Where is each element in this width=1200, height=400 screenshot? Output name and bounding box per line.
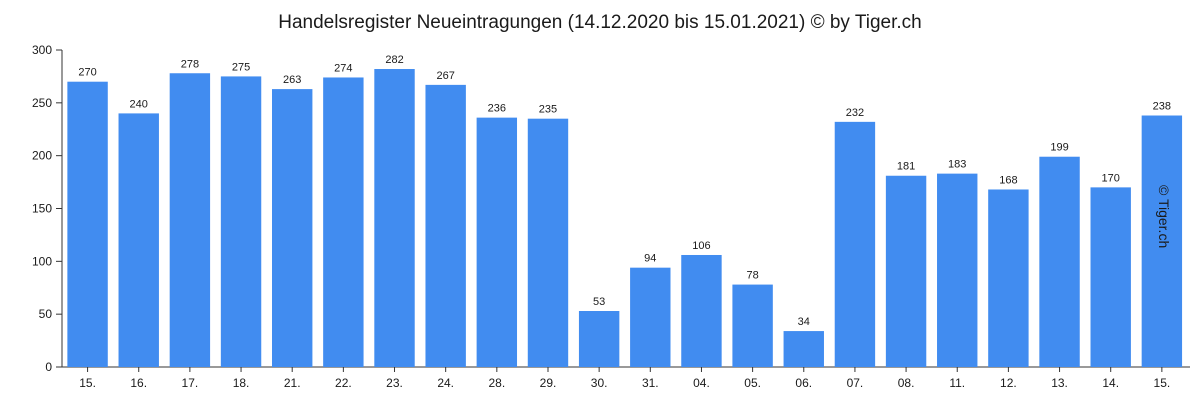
- y-axis: 0 50 100 150 200 250 300: [32, 43, 63, 374]
- bar: [1039, 156, 1080, 367]
- bar: [732, 284, 773, 367]
- x-tick-label: 22.: [335, 376, 352, 390]
- bar-value-label: 274: [334, 62, 352, 74]
- bars-group: [67, 69, 1183, 368]
- x-tick-label: 29.: [540, 376, 557, 390]
- x-tick-label: 21.: [284, 376, 301, 390]
- x-tick-label: 18.: [233, 376, 250, 390]
- bar: [783, 331, 824, 367]
- bar: [220, 76, 262, 368]
- x-tick-label: 28.: [488, 376, 505, 390]
- bar: [578, 311, 620, 367]
- bar: [476, 117, 518, 367]
- bar-value-label: 263: [283, 74, 301, 86]
- bar-value-label: 270: [78, 67, 96, 79]
- bar-value-label: 78: [746, 270, 758, 282]
- bar-value-label: 235: [539, 104, 557, 116]
- x-axis: 15. 16. 17. 18. 21. 22. 23. 24. 28. 29. 30. 31. 04. 0…: [62, 366, 1190, 390]
- bar-value-label: 232: [846, 107, 864, 119]
- bar-value-label: 278: [181, 58, 199, 70]
- bar: [527, 118, 569, 368]
- bar-value-label: 181: [897, 161, 915, 173]
- bar-value-label: 106: [692, 240, 710, 252]
- bar: [834, 121, 876, 367]
- y-tick-label: 250: [32, 96, 52, 110]
- y-tick-label: 50: [39, 307, 53, 321]
- x-tick-label: 15.: [1154, 376, 1171, 390]
- bar-value-label: 238: [1153, 101, 1171, 113]
- x-tick-label: 16.: [130, 376, 147, 390]
- bar: [988, 189, 1029, 367]
- watermark-text: © Tiger.ch: [1156, 185, 1172, 249]
- bar-value-label: 170: [1102, 172, 1120, 184]
- bar-value-label: 168: [999, 174, 1017, 186]
- bar: [681, 254, 722, 367]
- x-tick-label: 07.: [847, 376, 864, 390]
- chart-title: Handelsregister Neueintragungen (14.12.2…: [278, 12, 922, 33]
- x-tick-label: 13.: [1051, 376, 1068, 390]
- bar-value-label: 53: [593, 296, 605, 308]
- y-tick-label: 300: [32, 43, 52, 57]
- bar: [885, 175, 927, 367]
- bar-value-label: 267: [436, 70, 454, 82]
- x-tick-label: 06.: [795, 376, 812, 390]
- x-tick-label: 17.: [182, 376, 199, 390]
- bar-value-label: 94: [644, 253, 656, 265]
- x-tick-label: 11.: [949, 376, 965, 390]
- bar-value-label: 183: [948, 159, 966, 171]
- x-tick-label: 31.: [642, 376, 659, 390]
- bar: [425, 84, 466, 368]
- bar: [67, 81, 108, 367]
- bar: [937, 173, 978, 367]
- x-tick-label: 08.: [898, 376, 915, 390]
- bar: [1090, 187, 1131, 367]
- y-tick-label: 150: [32, 202, 52, 216]
- y-tick-label: 0: [45, 360, 52, 374]
- bar: [1141, 115, 1183, 367]
- bar: [118, 113, 159, 368]
- bar: [323, 77, 364, 367]
- x-tick-label: 23.: [386, 376, 403, 390]
- bar-value-label: 236: [488, 103, 506, 115]
- bar-value-label: 282: [385, 54, 403, 66]
- bar: [630, 267, 671, 367]
- bar-value-label: 199: [1050, 142, 1068, 154]
- x-tick-label: 04.: [693, 376, 710, 390]
- x-tick-label: 15.: [79, 376, 96, 390]
- y-tick-label: 200: [32, 149, 52, 163]
- bar-value-label: 275: [232, 61, 250, 73]
- x-tick-label: 30.: [591, 376, 608, 390]
- bar: [374, 69, 415, 368]
- data-labels-group: 270 240 278 275 263 274 282 267 236 235 53 94 106 78 3…: [78, 54, 1171, 328]
- x-tick-label: 14.: [1102, 376, 1119, 390]
- x-tick-label: 24.: [437, 376, 454, 390]
- bar-value-label: 34: [798, 316, 810, 328]
- bar-value-label: 240: [130, 98, 148, 110]
- bar: [272, 89, 313, 367]
- bar: [169, 73, 211, 367]
- x-tick-label: 12.: [1000, 376, 1017, 390]
- x-tick-label: 05.: [744, 376, 761, 390]
- y-tick-label: 100: [32, 254, 52, 268]
